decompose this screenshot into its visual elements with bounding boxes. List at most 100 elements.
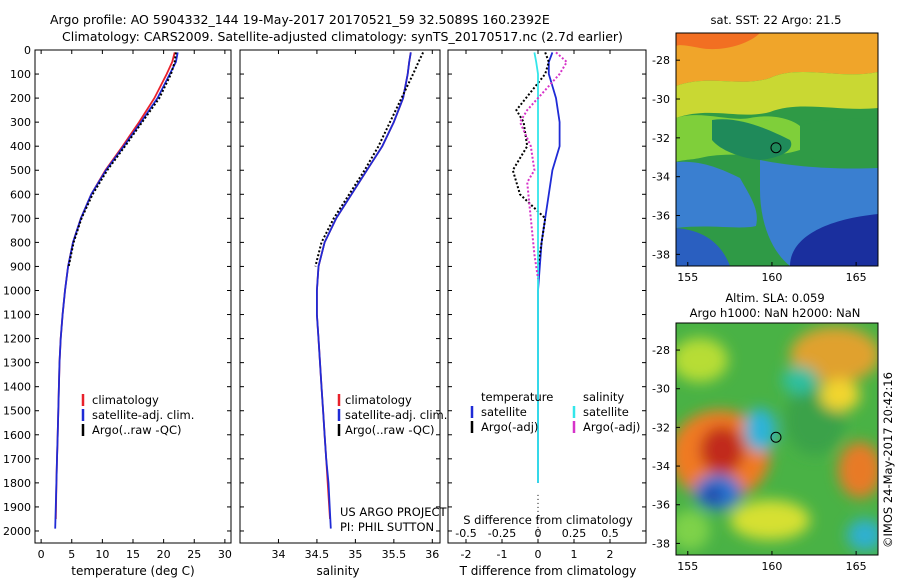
x-tick-label: 15	[126, 548, 140, 561]
depth-tick-label: 1300	[3, 357, 31, 370]
project-annotation: US ARGO PROJECT	[340, 505, 448, 519]
temperature-tick-labels: 0 5 10 15 20 25 30	[38, 50, 232, 561]
x-tick-label: 34.5	[305, 548, 330, 561]
legend-satellite-label: satellite-adj. clim.	[92, 408, 194, 422]
temperature-panel: 0100200300400500600700800900100011001200…	[3, 44, 232, 578]
sla-map-title-line1: Altim. SLA: 0.059	[725, 291, 824, 305]
depth-tick-labels: 0 100 200 300 400 500 600 700 800 900 1000 1100 1200…	[3, 44, 231, 538]
t-difference-tick-labels: -2 -1 0 1 2	[461, 50, 614, 561]
s-tick-label: 0.25	[562, 527, 587, 540]
difference-profiles	[448, 49, 646, 532]
x-tick-label: 25	[187, 548, 201, 561]
depth-tick-label: 400	[10, 140, 31, 153]
s-tick-label: 0	[535, 527, 542, 540]
depth-tick-label: 1400	[3, 381, 31, 394]
x-tick-label: 1	[571, 548, 578, 561]
temperature-profiles	[54, 52, 179, 529]
x-tick-label: 36	[425, 548, 439, 561]
lat-tick-label: -38	[652, 537, 670, 550]
depth-tick-label: 1800	[3, 477, 31, 490]
difference-panel: -2 -1 0 1 2 -0.5 -0.25 0 0.25 0.5 S difference f…	[447, 49, 647, 578]
s-tick-label: 0.5	[601, 527, 619, 540]
s-difference-label: S difference from climatology	[463, 513, 633, 527]
lat-tick-label: -32	[652, 421, 670, 434]
depth-tick-label: 1600	[3, 429, 31, 442]
lon-tick-label: 155	[677, 560, 698, 573]
series-climatology	[315, 52, 412, 520]
series-climatology	[54, 52, 176, 520]
sla-map: Altim. SLA: 0.059 Argo h1000: NaN h2000:…	[652, 291, 879, 573]
depth-tick-label: 800	[10, 236, 31, 249]
legend-climatology-label: climatology	[345, 393, 412, 407]
sla-map-frame	[675, 322, 879, 556]
x-tick-label: -1	[497, 548, 508, 561]
x-tick-label: 20	[157, 548, 171, 561]
lat-tick-label: -34	[652, 460, 670, 473]
depth-tick-label: 200	[10, 92, 31, 105]
lon-tick-label: 165	[846, 271, 867, 284]
temperature-xlabel: temperature (deg C)	[71, 564, 194, 578]
legend-argo-label: Argo(..raw -QC)	[92, 423, 182, 437]
lon-tick-label: 155	[677, 271, 698, 284]
x-tick-label: -2	[461, 548, 472, 561]
lat-tick-label: -34	[652, 171, 670, 184]
lat-tick-label: -28	[652, 54, 670, 67]
legend-t-argo-label: Argo(-adj)	[481, 420, 538, 434]
depth-tick-label: 900	[10, 260, 31, 273]
difference-legend: temperature salinity satellite Argo(-adj…	[470, 390, 640, 434]
difference-axes-frame	[447, 49, 647, 544]
x-tick-label: 0	[38, 548, 45, 561]
x-tick-label: 5	[68, 548, 75, 561]
series-salinity-argo-adj	[518, 51, 569, 279]
sla-field	[676, 323, 878, 555]
depth-tick-label: 700	[10, 212, 31, 225]
lat-tick-label: -36	[652, 499, 670, 512]
x-tick-label: 0	[535, 548, 542, 561]
sla-map-title-line2: Argo h1000: NaN h2000: NaN	[690, 306, 861, 320]
depth-tick-label: 1000	[3, 284, 31, 297]
salinity-tick-labels: 34 34.5 35 35.5 36	[271, 50, 439, 561]
depth-tick-label: 600	[10, 188, 31, 201]
sla-lon-ticks: 155 160 165	[677, 551, 867, 573]
sst-field	[676, 33, 878, 266]
s-tick-label: -0.25	[488, 527, 516, 540]
lon-tick-label: 165	[846, 560, 867, 573]
depth-tick-label: 0	[24, 44, 31, 57]
salinity-axes-frame	[239, 49, 441, 544]
x-tick-label: 35	[348, 548, 362, 561]
x-tick-label: 30	[218, 548, 232, 561]
pi-annotation: PI: PHIL SUTTON	[340, 520, 434, 534]
lat-tick-label: -30	[652, 93, 670, 106]
imos-credit: ©IMOS 24-May-2017 20:42:16	[881, 372, 895, 548]
depth-tick-label: 1200	[3, 333, 31, 346]
x-tick-label: 34	[271, 548, 285, 561]
figure-title-line1: Argo profile: AO 5904332_144 19-May-2017…	[50, 12, 550, 27]
sst-lon-ticks: 155 160 165	[677, 262, 867, 284]
legend-temperature-title: temperature	[481, 390, 553, 404]
x-tick-label: 10	[95, 548, 109, 561]
sst-lat-ticks: -28 -30 -32 -34 -36 -38	[652, 54, 680, 261]
series-argo-raw-qc	[67, 52, 177, 267]
salinity-panel: 34 34.5 35 35.5 36 salinity climatology sate…	[239, 49, 448, 578]
series-temperature-satellite	[537, 52, 561, 483]
x-tick-label: 35.5	[382, 548, 407, 561]
lon-tick-label: 160	[761, 560, 782, 573]
salinity-legend: climatology satellite-adj. clim. Argo(..…	[337, 393, 447, 437]
s-tick-label: -0.5	[455, 527, 476, 540]
sst-map-frame	[675, 32, 879, 267]
legend-argo-label: Argo(..raw -QC)	[345, 423, 435, 437]
lat-tick-label: -28	[652, 344, 670, 357]
sst-map: sat. SST: 22 Argo: 21.5 155 160 165 -28 -30…	[652, 13, 879, 284]
sst-map-title: sat. SST: 22 Argo: 21.5	[711, 13, 842, 27]
depth-tick-label: 1500	[3, 405, 31, 418]
argo-position-marker	[770, 431, 782, 443]
figure-title-line2: Climatology: CARS2009. Satellite-adjuste…	[62, 29, 623, 44]
series-salinity-satellite	[533, 52, 539, 483]
temperature-legend: climatology satellite-adj. clim. Argo(..…	[81, 393, 194, 437]
series-argo-raw-qc	[314, 51, 425, 267]
depth-tick-label: 1900	[3, 501, 31, 514]
salinity-xlabel: salinity	[316, 564, 359, 578]
t-difference-xlabel: T difference from climatology	[459, 564, 637, 578]
depth-tick-label: 100	[10, 68, 31, 81]
